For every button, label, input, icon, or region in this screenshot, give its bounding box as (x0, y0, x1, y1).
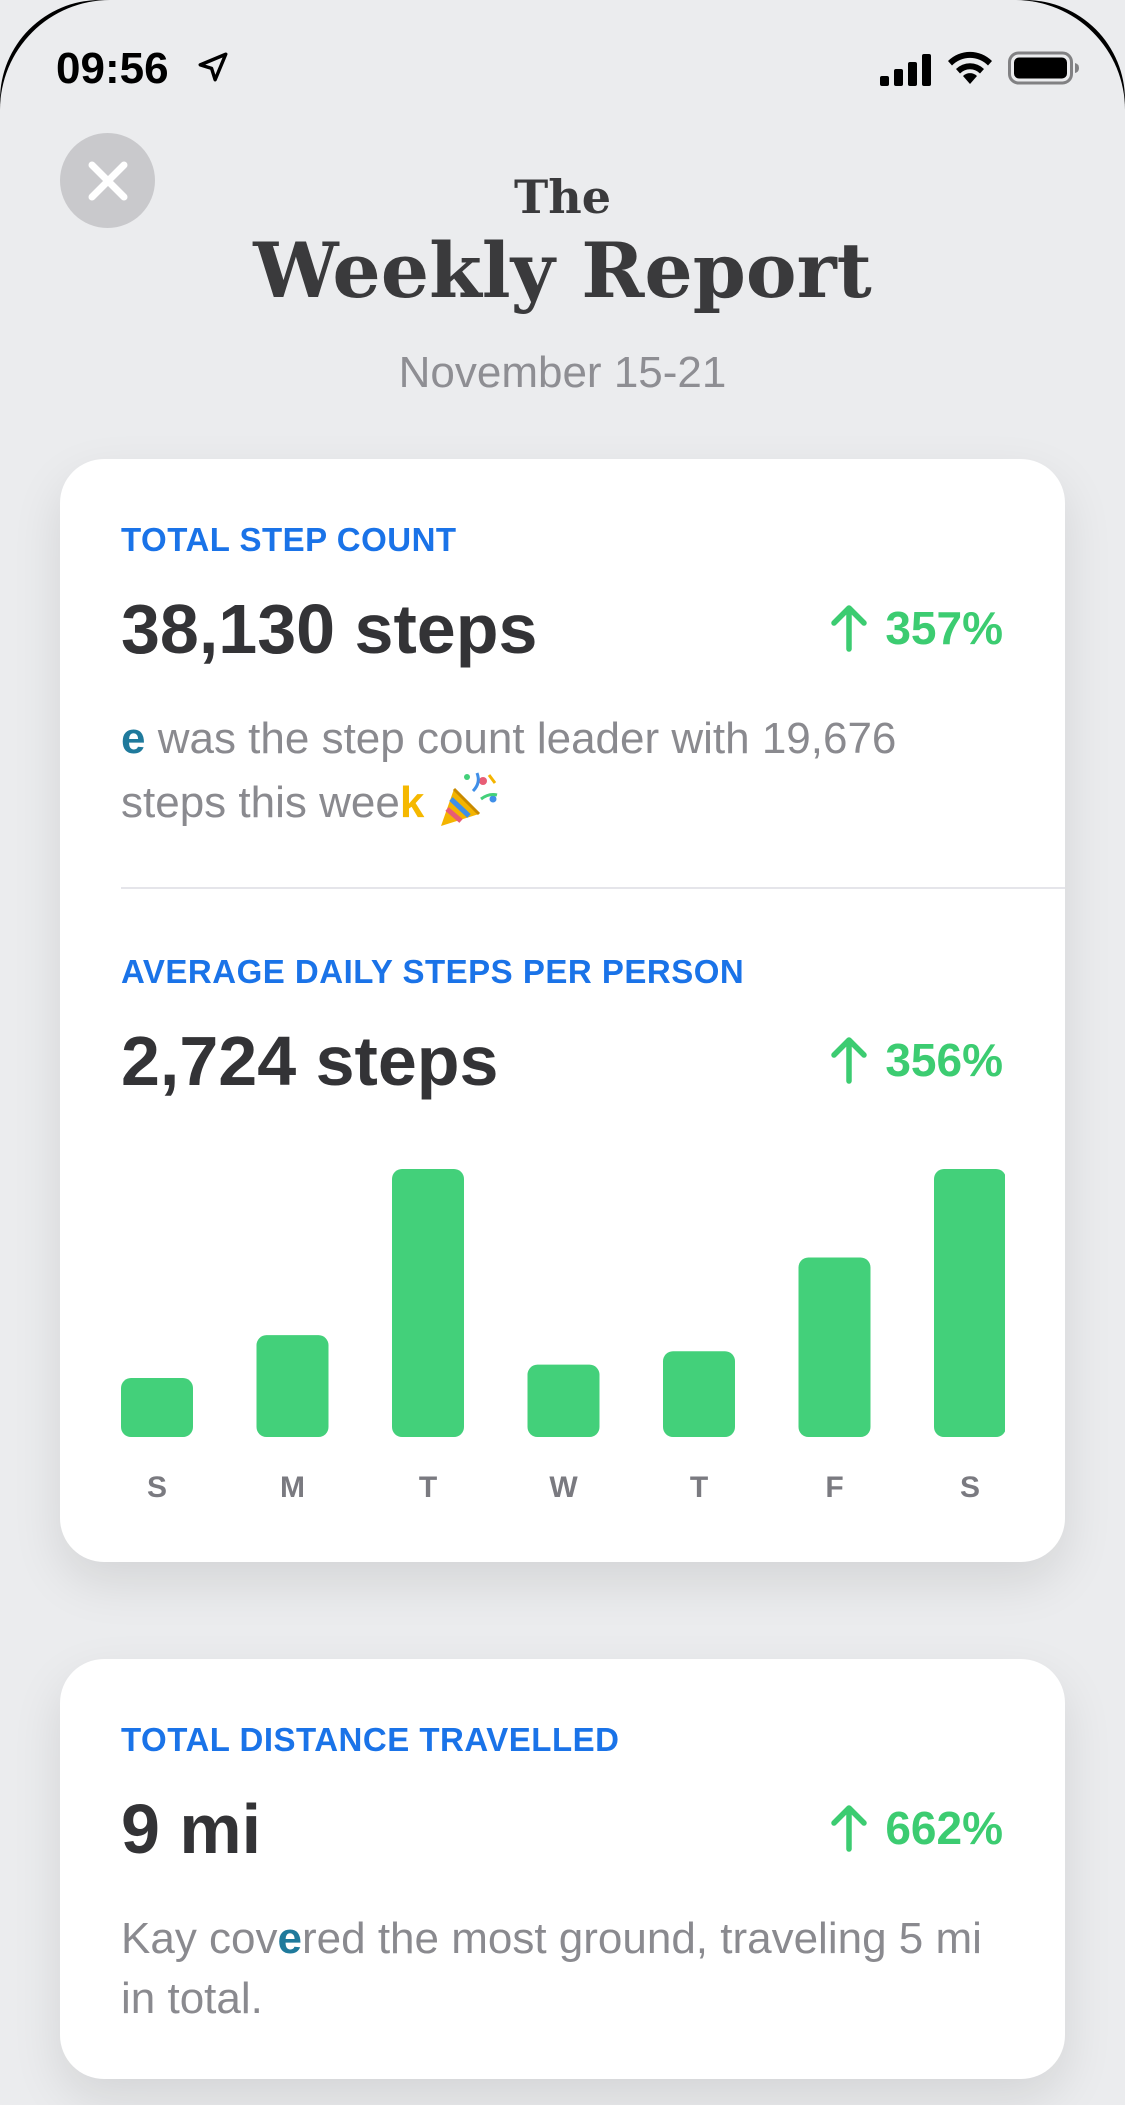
distance-caption-c: red the most ground, traveling 5 mi in t… (121, 1914, 982, 2023)
total-distance-value: 9 mi (121, 1790, 262, 1868)
distance-caption-highlight: e (277, 1914, 302, 1963)
day-label-1: M (280, 1471, 305, 1504)
status-bar: 09:56 (0, 0, 1125, 130)
bar-0 (121, 1378, 193, 1437)
bar-6 (934, 1169, 1006, 1437)
day-label-3: W (549, 1471, 578, 1504)
status-time: 09:56 (56, 44, 169, 93)
total-step-count-label: TOTAL STEP COUNT (121, 521, 457, 558)
arrow-up-icon (831, 1805, 868, 1852)
total-distance-label: TOTAL DISTANCE TRAVELLED (121, 1721, 620, 1758)
section-divider (121, 887, 1065, 889)
battery-icon (1008, 51, 1079, 85)
leader-caption-text: was the step count leader with 19,676 st… (121, 714, 897, 827)
day-label-2: T (419, 1471, 437, 1504)
average-steps-change: 356% (829, 1033, 1003, 1087)
leader-caption-end: k (399, 778, 425, 827)
party-popper-icon (440, 772, 497, 826)
day-label-4: T (690, 1471, 708, 1504)
total-step-change-value: 357% (885, 602, 1003, 654)
close-icon (88, 161, 127, 200)
bar-1 (256, 1335, 329, 1437)
bar-5 (798, 1257, 871, 1437)
day-label-6: S (960, 1471, 980, 1504)
report-date-range: November 15-21 (398, 348, 727, 397)
average-steps-change-value: 356% (885, 1034, 1003, 1086)
cellular-signal-icon (880, 54, 931, 86)
distance-card: TOTAL DISTANCE TRAVELLED 9 mi 662% Kay c… (60, 1659, 1065, 2079)
day-label-5: F (825, 1471, 843, 1504)
steps-card: TOTAL STEP COUNT 38,130 steps 357% e was… (60, 459, 1065, 1562)
total-step-count-value: 38,130 steps (121, 590, 538, 668)
distance-change-value: 662% (885, 1802, 1003, 1854)
bar-4 (663, 1351, 735, 1437)
bar-3 (527, 1364, 600, 1437)
day-label-0: S (147, 1471, 167, 1504)
distance-caption: Kay covered the most ground, traveling 5… (121, 1909, 1001, 2029)
average-daily-steps-value: 2,724 steps (121, 1022, 499, 1100)
arrow-up-icon (831, 1037, 868, 1084)
distance-caption-a: Kay cov (121, 1914, 278, 1963)
wifi-icon (948, 51, 992, 84)
step-leader-caption: e was the step count leader with 19,676 … (121, 709, 1001, 833)
arrow-up-icon (831, 605, 868, 652)
location-arrow-icon (198, 52, 228, 82)
average-daily-steps-label: AVERAGE DAILY STEPS PER PERSON (121, 953, 745, 990)
report-pre-title: The (514, 170, 611, 224)
bar-2 (392, 1169, 464, 1437)
distance-change: 662% (829, 1801, 1003, 1855)
total-step-change: 357% (829, 601, 1003, 655)
close-button[interactable] (60, 133, 155, 228)
leader-initial: e (121, 714, 146, 763)
report-title: Weekly Report (253, 226, 872, 315)
